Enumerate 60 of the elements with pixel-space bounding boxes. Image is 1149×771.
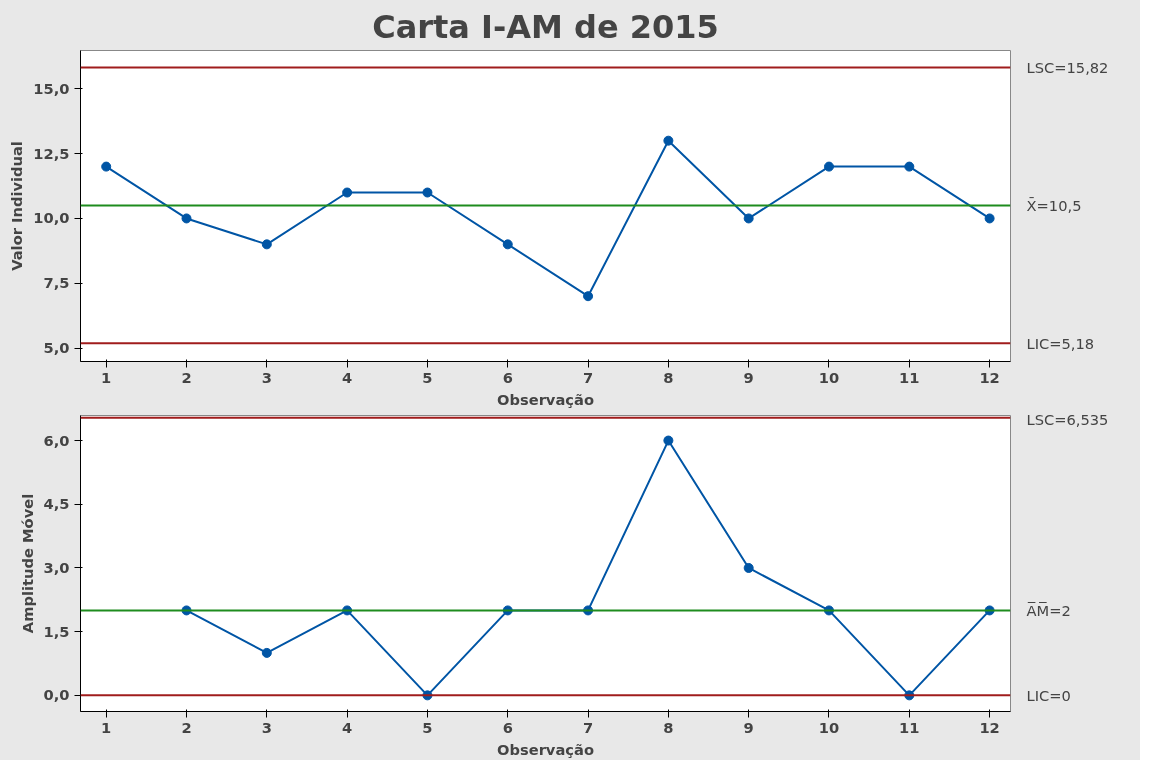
x-tick-label: 7 — [582, 718, 594, 736]
y-tick-label: 7,5 — [43, 274, 70, 292]
point — [743, 562, 754, 573]
x-tick-label: 9 — [743, 718, 754, 736]
y-tick-label: 15,0 — [33, 79, 70, 97]
x-tick-label: 4 — [342, 718, 353, 736]
ref-line-label: LSC=15,82 — [1026, 59, 1109, 77]
point — [824, 161, 834, 172]
x-tick-label: 1 — [101, 368, 112, 386]
ref-line-label: X̄=10,5 — [1026, 196, 1082, 214]
x-axis-title: Observação — [497, 390, 594, 408]
chart-title: Carta I-AM de 2015 — [372, 7, 719, 46]
ref-line-label: A̅M̅=2 — [1026, 601, 1071, 619]
point — [904, 161, 915, 172]
x-tick-label: 5 — [422, 368, 433, 386]
point — [984, 213, 995, 224]
point — [101, 161, 112, 172]
point — [342, 187, 353, 198]
y-tick-label: 6,0 — [43, 431, 70, 449]
x-tick-label: 5 — [422, 718, 433, 736]
x-tick-label: 12 — [979, 368, 1000, 386]
x-tick-label: 8 — [663, 368, 674, 386]
x-tick-label: 10 — [818, 368, 840, 386]
x-tick-label: 8 — [663, 718, 674, 736]
y-tick-label: 1,5 — [43, 622, 70, 640]
x-tick-label: 6 — [502, 368, 513, 386]
y-tick-label: 3,0 — [43, 558, 70, 576]
x-tick-label: 11 — [899, 718, 920, 736]
point — [181, 213, 192, 224]
point — [502, 239, 513, 250]
ref-line-label: LIC=0 — [1026, 686, 1071, 704]
y-axis-title: Valor Individual — [8, 141, 26, 271]
x-tick-label: 9 — [743, 368, 754, 386]
x-tick-label: 11 — [899, 368, 920, 386]
x-tick-label: 3 — [261, 718, 272, 736]
x-tick-label: 6 — [502, 718, 513, 736]
x-tick-label: 10 — [818, 718, 840, 736]
y-tick-label: 12,5 — [33, 144, 70, 162]
ref-line-label: LSC=6,535 — [1026, 410, 1109, 428]
point — [583, 291, 594, 302]
x-tick-label: 2 — [181, 368, 192, 386]
y-tick-label: 10,0 — [33, 209, 70, 227]
x-tick-label: 4 — [342, 368, 353, 386]
point — [261, 239, 272, 250]
y-axis-title: Amplitude Móvel — [18, 493, 36, 634]
point — [663, 135, 674, 146]
point — [261, 647, 272, 658]
point — [743, 213, 754, 224]
point — [422, 187, 433, 198]
x-tick-label: 7 — [582, 368, 594, 386]
ref-line-label: LIC=5,18 — [1026, 334, 1095, 352]
x-tick-label: 2 — [181, 718, 192, 736]
point — [663, 435, 674, 446]
x-tick-label: 1 — [101, 718, 112, 736]
y-tick-label: 4,5 — [43, 495, 70, 513]
y-tick-label: 0,0 — [43, 686, 70, 704]
x-axis-title: Observação — [497, 740, 594, 758]
x-tick-label: 12 — [979, 718, 1000, 736]
y-tick-label: 5,0 — [43, 339, 70, 357]
x-tick-label: 3 — [261, 368, 272, 386]
